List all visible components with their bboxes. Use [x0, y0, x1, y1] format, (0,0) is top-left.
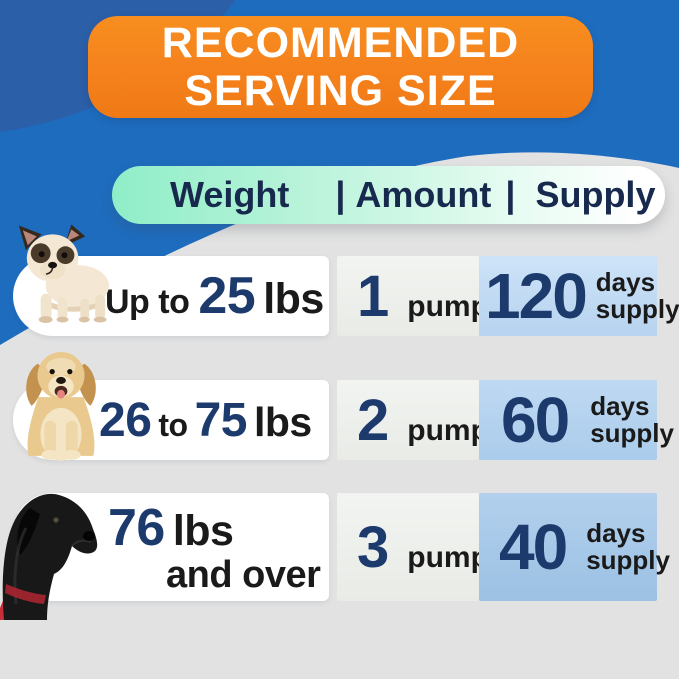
row2-supply-text: 60 days supply [479, 383, 674, 457]
amount-value: 2 [357, 387, 390, 453]
amount-value: 3 [357, 514, 390, 580]
supply-value: 40 [499, 511, 568, 583]
column-header-weight: Weight [170, 174, 290, 215]
great-dane-photo [0, 493, 98, 620]
row1-amount-panel: 1 pump [337, 256, 489, 336]
supply-unit-line2: supply [595, 294, 679, 324]
row1-supply-text: 120 days supply [479, 259, 679, 333]
row3-supply-text: 40 days supply [479, 510, 670, 584]
supply-value: 120 [485, 260, 588, 332]
weight-prefix: Up to [105, 283, 190, 321]
weight-unit: lbs [172, 506, 234, 555]
amount-unit: pump [407, 289, 489, 323]
row2-weight-text: 26 to 75 lbs [13, 393, 312, 448]
weight-joiner: to [158, 406, 188, 443]
supply-unit-line2: supply [590, 418, 674, 448]
row1-amount-text: 1 pump [337, 263, 489, 330]
french-bulldog-photo [18, 224, 110, 324]
amount-unit: pump [407, 413, 489, 447]
column-separator: | [335, 174, 346, 215]
row1-supply-panel: 120 days supply [479, 256, 679, 336]
row3-amount-panel: 3 pump [337, 493, 489, 601]
amount-unit: pump [407, 540, 489, 574]
supply-unit: days supply [586, 520, 670, 573]
column-header-amount: Amount [355, 174, 492, 215]
weight-unit: lbs [253, 398, 312, 445]
supply-unit: days supply [596, 269, 679, 322]
row3-supply-panel: 40 days supply [479, 493, 670, 601]
row2-amount-text: 2 pump [337, 387, 489, 454]
title-line-2: SERVING SIZE [184, 67, 497, 115]
weight-unit: lbs [263, 275, 324, 323]
amount-value: 1 [357, 263, 390, 329]
row2-supply-panel: 60 days supply [479, 380, 674, 460]
supply-unit: days supply [590, 393, 674, 446]
row1-weight-text: Up to 25 lbs [13, 266, 324, 326]
row3-amount-text: 3 pump [337, 514, 489, 581]
golden-retriever-puppy-photo [26, 352, 96, 461]
column-separator: | [505, 174, 516, 215]
row3-weight-line1: 76 lbs [108, 498, 234, 558]
supply-value: 60 [501, 384, 570, 456]
supply-unit-line1: days [590, 391, 650, 422]
supply-unit-line2: supply [586, 545, 670, 575]
title-banner: RECOMMENDED SERVING SIZE [88, 16, 593, 118]
column-header-pill: Weight | Amount | Supply [112, 166, 665, 224]
title-line-1: RECOMMENDED [161, 18, 520, 67]
supply-unit-line1: days [586, 518, 646, 549]
weight-to: 75 [194, 393, 248, 447]
supply-unit-line1: days [595, 267, 656, 298]
row2-amount-panel: 2 pump [337, 380, 489, 460]
weight-value: 25 [198, 267, 256, 325]
weight-from: 26 [99, 393, 152, 447]
column-header-supply: Supply [535, 174, 656, 215]
weight-value: 76 [108, 498, 165, 557]
row3-weight-text: 76 lbs and over [13, 498, 321, 597]
weight-suffix: and over [166, 553, 321, 596]
